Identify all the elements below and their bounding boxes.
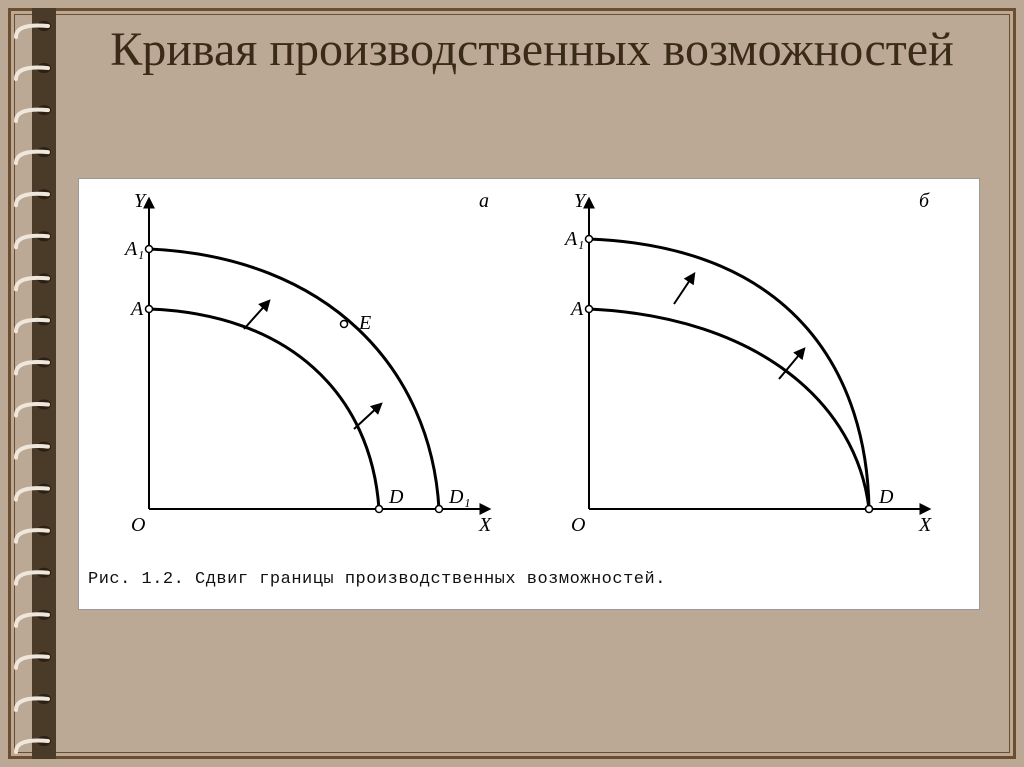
- ppf-plots: O X Yа A D A₁ D₁ E O X Yб A D A₁: [79, 179, 979, 609]
- svg-text:D₁: D₁: [448, 486, 470, 508]
- svg-text:E: E: [358, 312, 371, 334]
- svg-text:A: A: [129, 298, 144, 320]
- svg-text:A: A: [569, 298, 584, 320]
- svg-text:Y: Y: [574, 190, 587, 212]
- svg-text:X: X: [918, 514, 932, 536]
- svg-text:O: O: [131, 514, 145, 536]
- figure-box: O X Yа A D A₁ D₁ E O X Yб A D A₁: [78, 178, 980, 610]
- shift-arrow: [674, 274, 694, 304]
- shift-arrow: [354, 404, 381, 429]
- svg-text:D: D: [388, 486, 404, 508]
- figure-caption: Рис. 1.2. Сдвиг границы производственных…: [88, 570, 666, 589]
- slide: Кривая производственных возможностей O X Y…: [0, 0, 1024, 767]
- svg-text:б: б: [919, 190, 930, 212]
- spiral-binding: [0, 0, 60, 767]
- slide-title: Кривая производственных возможностей: [60, 22, 1004, 77]
- svg-text:A₁: A₁: [563, 228, 584, 250]
- svg-text:D: D: [878, 486, 894, 508]
- svg-text:а: а: [479, 190, 489, 212]
- svg-text:Y: Y: [134, 190, 147, 212]
- svg-text:O: O: [571, 514, 585, 536]
- svg-text:A₁: A₁: [123, 238, 144, 260]
- shift-arrow: [244, 301, 269, 329]
- svg-text:X: X: [478, 514, 492, 536]
